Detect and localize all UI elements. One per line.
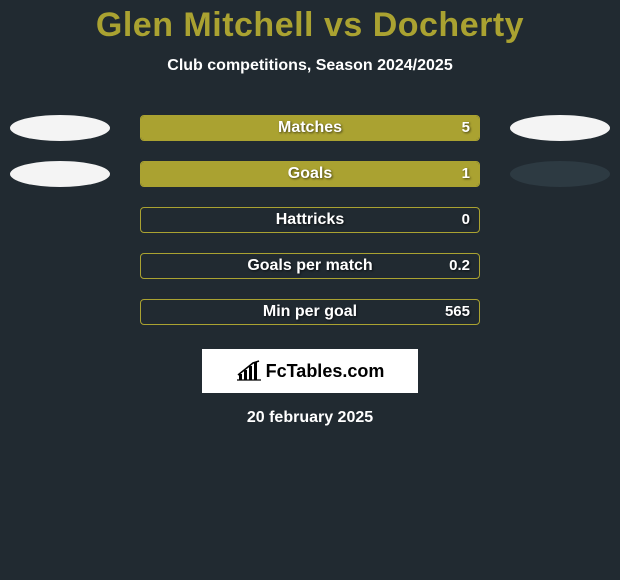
left-ellipse — [10, 115, 110, 141]
stats-rows: Matches 5 Goals 1 Hattricks 0 Goals per … — [0, 105, 620, 335]
left-ellipse — [10, 161, 110, 187]
bar-value: 1 — [140, 161, 470, 187]
right-ellipse — [510, 161, 610, 187]
stat-row: Goals per match 0.2 — [0, 243, 620, 289]
bar-value: 0 — [140, 207, 470, 233]
page-title: Glen Mitchell vs Docherty — [0, 0, 620, 45]
stat-row: Matches 5 — [0, 105, 620, 151]
brand-text: FcTables.com — [266, 361, 385, 382]
bar-chart-icon — [236, 360, 262, 382]
stat-row: Hattricks 0 — [0, 197, 620, 243]
bar-value: 5 — [140, 115, 470, 141]
right-ellipse — [510, 115, 610, 141]
bar-value: 0.2 — [140, 253, 470, 279]
stat-row: Goals 1 — [0, 151, 620, 197]
stat-row: Min per goal 565 — [0, 289, 620, 335]
bar-value: 565 — [140, 299, 470, 325]
date-text: 20 february 2025 — [0, 409, 620, 427]
page-subtitle: Club competitions, Season 2024/2025 — [0, 57, 620, 75]
brand-badge: FcTables.com — [202, 349, 418, 393]
